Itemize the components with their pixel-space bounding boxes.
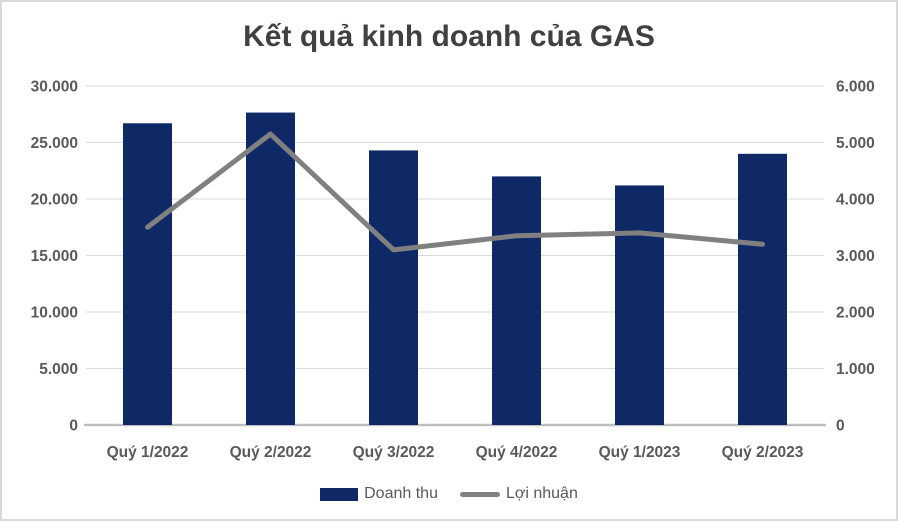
x-axis-tick-label: Quý 1/2023 — [599, 444, 681, 461]
legend-label-doanh-thu: Doanh thu — [364, 485, 438, 502]
revenue-bar — [492, 176, 541, 425]
profit-line — [145, 131, 765, 253]
legend-label-loi-nhuan: Lợi nhuận — [505, 485, 578, 502]
x-axis-tick-label: Quý 1/2022 — [107, 444, 189, 461]
revenue-bar — [738, 153, 787, 426]
y-axis-right-tick-label: 6.000 — [836, 79, 875, 96]
revenue-bar — [369, 150, 418, 425]
y-axis-left-tick-label: 15.000 — [31, 248, 78, 265]
y-axis-right-tick-label: 4.000 — [836, 192, 875, 209]
bar-series-swatch — [320, 487, 359, 501]
y-axis-right-tick-label: 1.000 — [836, 361, 875, 378]
chart-legend: Doanh thu Lợi nhuận — [2, 485, 896, 503]
x-axis-tick-label: Quý 4/2022 — [476, 444, 558, 461]
y-axis-right-tick-label: 3.000 — [836, 248, 875, 265]
y-axis-right-tick-label: 2.000 — [836, 305, 875, 322]
revenue-bar — [615, 185, 664, 425]
x-axis-tick-label: Quý 2/2023 — [722, 444, 804, 461]
y-axis-left-tick-label: 10.000 — [31, 305, 78, 322]
chart-title: Kết quả kinh doanh của GAS — [243, 20, 655, 53]
revenue-bar — [123, 123, 172, 425]
legend-item-loi-nhuan: Lợi nhuận — [459, 485, 578, 503]
line-series-swatch — [459, 491, 500, 497]
y-axis-right-tick-label: 5.000 — [836, 135, 875, 152]
legend-item-doanh-thu: Doanh thu — [320, 485, 438, 503]
y-axis-left-tick-label: 30.000 — [31, 79, 78, 96]
revenue-bar — [246, 112, 295, 426]
y-axis-left-tick-label: 0 — [69, 418, 78, 435]
x-axis-tick-label: Quý 3/2022 — [353, 444, 435, 461]
y-axis-right-tick-label: 0 — [836, 418, 845, 435]
y-axis-left-tick-label: 5.000 — [39, 361, 78, 378]
y-axis-left-tick-label: 20.000 — [31, 192, 78, 209]
y-axis-left-tick-label: 25.000 — [31, 135, 78, 152]
x-axis-tick-label: Quý 2/2022 — [230, 444, 312, 461]
